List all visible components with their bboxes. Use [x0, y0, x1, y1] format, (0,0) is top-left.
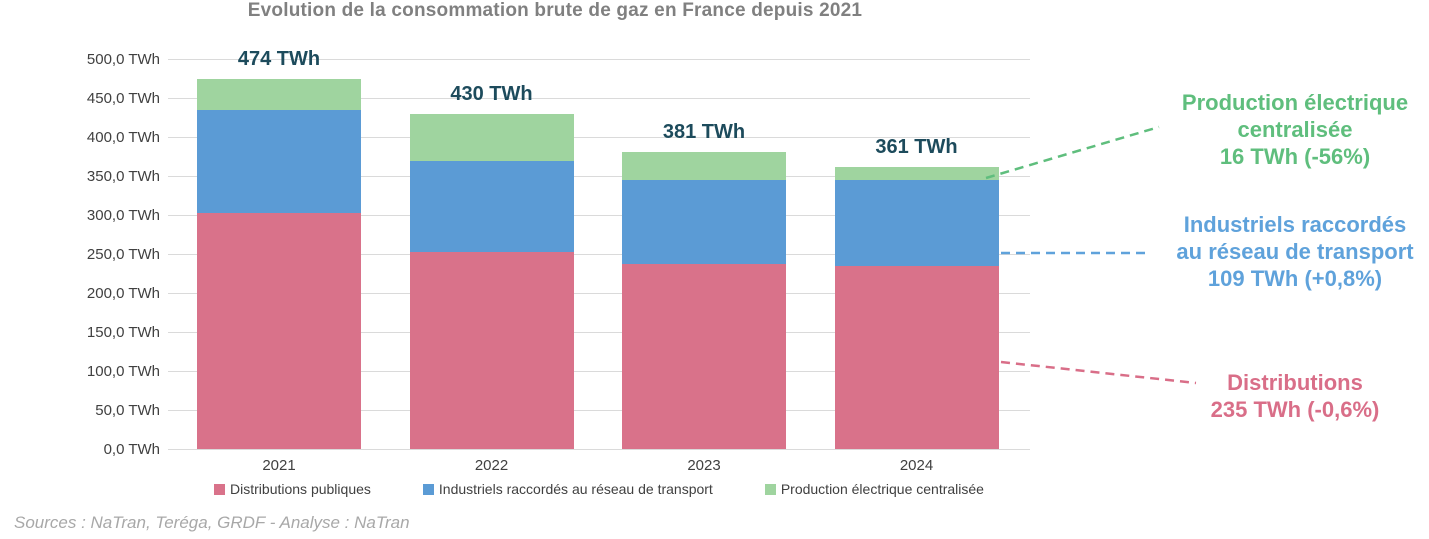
bar-total-label: 474 TWh [237, 48, 321, 71]
annotation-line: Production électrique [1181, 90, 1409, 115]
gridline [168, 410, 1030, 411]
y-axis-tick-label: 500,0 TWh [86, 50, 160, 68]
annotation-line: centralisée [1237, 117, 1353, 142]
bar-segment-industriels-2021 [197, 110, 361, 214]
gridline [168, 137, 1030, 138]
chart-title: Evolution de la consommation brute de ga… [247, 0, 863, 21]
y-axis-tick-label: 150,0 TWh [86, 323, 160, 341]
annotation-line: Industriels raccordés [1183, 212, 1407, 237]
x-axis-tick-label: 2024 [899, 457, 934, 474]
leader-line-distributions [1000, 360, 1197, 385]
bar-segment-production-2021 [197, 79, 361, 111]
x-axis-tick-label: 2022 [474, 457, 509, 474]
bar-segment-production-2022 [409, 113, 574, 162]
bar-segment-industriels-2023 [622, 179, 786, 265]
annotation-line: 16 TWh (-56%) [1219, 144, 1371, 169]
legend-label: Distributions publiques [230, 481, 371, 497]
y-axis-tick-label: 250,0 TWh [86, 245, 160, 263]
annotation-line: au réseau de transport [1176, 239, 1414, 264]
gridline [168, 59, 1030, 60]
annotation-line: Distributions [1227, 370, 1363, 395]
y-axis-tick-label: 0,0 TWh [103, 440, 160, 458]
annotation-line: 109 TWh (+0,8%) [1207, 266, 1383, 291]
y-axis-tick-label: 50,0 TWh [95, 401, 160, 419]
legend-item-production: Production électrique centralisée [764, 481, 984, 497]
source-note: Sources : NaTran, Teréga, GRDF - Analyse… [14, 513, 410, 532]
bar-segment-distributions-2022 [409, 252, 574, 449]
legend-item-industriels: Industriels raccordés au réseau de trans… [422, 481, 713, 497]
bar-total-label: 381 TWh [662, 120, 746, 143]
bar-segment-distributions-2024 [834, 265, 999, 449]
legend: Distributions publiques Industriels racco… [168, 481, 1030, 497]
gridline [168, 98, 1030, 99]
annotation-line: 235 TWh (-0,6%) [1210, 397, 1380, 422]
legend-label: Industriels raccordés au réseau de trans… [438, 481, 713, 497]
bar-total-label: 361 TWh [875, 136, 958, 159]
y-axis-tick-label: 100,0 TWh [86, 362, 160, 380]
annotation-distributions: Distributions 235 TWh (-0,6%) [1155, 369, 1429, 423]
gridline [168, 449, 1030, 450]
bar-segment-production-2024 [834, 167, 999, 180]
legend-swatch-production [764, 483, 776, 495]
y-axis-tick-label: 200,0 TWh [86, 284, 160, 302]
bar-segment-industriels-2022 [409, 161, 574, 253]
x-axis-tick-label: 2023 [687, 457, 721, 474]
annotation-production: Production électrique centralisée 16 TWh (… [1155, 89, 1429, 170]
annotation-industriels: Industriels raccordés au réseau de transp… [1155, 211, 1429, 292]
x-axis-tick-label: 2021 [262, 457, 296, 474]
y-axis-tick-label: 450,0 TWh [86, 89, 160, 107]
gridline [168, 332, 1030, 333]
bar-total-label: 430 TWh [450, 82, 533, 105]
legend-swatch-distributions [214, 483, 226, 495]
bar-segment-production-2023 [622, 151, 786, 180]
gridline [168, 254, 1030, 255]
legend-item-distributions: Distributions publiques [214, 481, 371, 497]
gridline [168, 293, 1030, 294]
legend-swatch-industriels [422, 483, 434, 495]
y-axis-tick-label: 300,0 TWh [86, 206, 160, 224]
gridline [168, 176, 1030, 177]
bar-segment-distributions-2023 [622, 264, 786, 449]
bar-segment-industriels-2024 [834, 179, 999, 266]
y-axis-tick-label: 350,0 TWh [86, 167, 160, 185]
gridline [168, 215, 1030, 216]
legend-label: Production électrique centralisée [780, 481, 984, 497]
bar-segment-distributions-2021 [197, 213, 361, 449]
y-axis-tick-label: 400,0 TWh [86, 128, 160, 146]
leader-line-production [985, 125, 1160, 180]
gridline [168, 371, 1030, 372]
